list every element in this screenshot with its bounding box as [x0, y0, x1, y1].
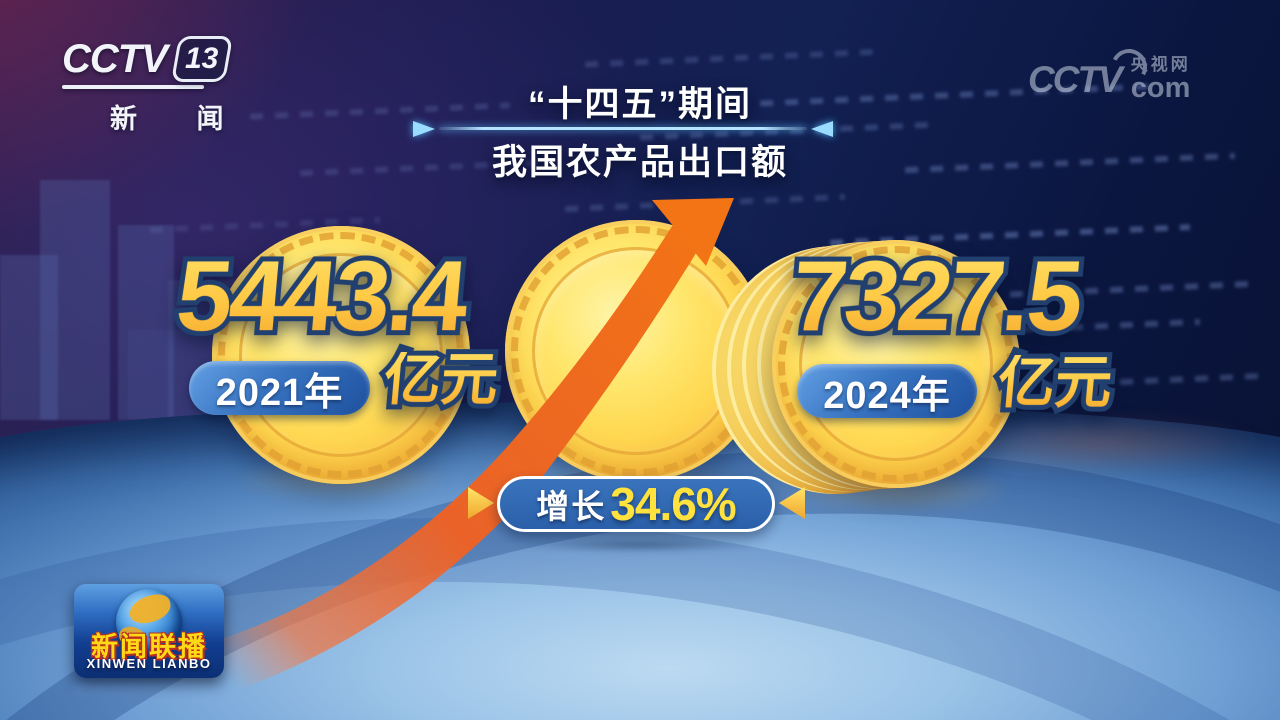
logo-underline	[62, 85, 204, 89]
title-divider	[413, 121, 833, 137]
building-silhouette	[0, 255, 58, 420]
building-silhouette	[40, 180, 110, 420]
year-pill-2024: 2024年	[797, 364, 977, 418]
growth-value: 34.6%	[610, 478, 736, 530]
program-logo: 新闻联播 XINWEN LIANBO	[74, 584, 224, 678]
growth-badge: 增长 34.6%	[497, 476, 775, 532]
coin-icon	[212, 226, 470, 484]
headline-line2: 我国农产品出口额	[491, 143, 788, 182]
divider-arrow-left-icon	[811, 121, 833, 137]
stat-unit-fill: 亿元	[988, 351, 1123, 415]
divider-line	[439, 127, 807, 130]
stat-value-fill: 7327.5	[754, 240, 1119, 352]
stat-value-2024: 7327.5 7327.5	[754, 235, 1119, 357]
headline-line1: “十四五”期间	[527, 85, 752, 124]
year-pill-2021: 2021年	[189, 361, 370, 415]
cctv-wordmark: CCTV	[62, 36, 168, 81]
watermark-domain: com	[1130, 72, 1191, 104]
stat-value-fill: 5443.4	[144, 240, 499, 352]
channel-name: 新 闻	[110, 104, 250, 134]
channel-number-box: 13	[170, 36, 233, 82]
program-name-romanized: XINWEN LIANBO	[86, 656, 212, 671]
watermark-site-name: 央视网	[1130, 55, 1191, 74]
stat-unit-2021: 亿元 亿元	[374, 343, 509, 417]
divider-arrow-right-icon	[413, 121, 435, 137]
globe-icon	[116, 589, 182, 655]
growth-label: 增长	[536, 488, 607, 525]
watermark-cctv-wordmark: CCTV	[1028, 43, 1152, 101]
site-watermark: CCTV 央视网 com	[1028, 43, 1191, 104]
channel-number: 13	[185, 42, 219, 75]
channel-logo: CCTV 13 新 闻	[62, 36, 250, 136]
program-name: 新闻联播	[91, 632, 207, 662]
stat-value-2021: 5443.4 5443.4	[144, 235, 499, 357]
program-logo-reflection	[74, 682, 224, 700]
building-silhouette	[118, 225, 174, 420]
stat-unit-2024: 亿元 亿元	[988, 346, 1123, 420]
badge-shadow	[525, 538, 755, 552]
stat-unit-fill: 亿元	[374, 348, 509, 412]
